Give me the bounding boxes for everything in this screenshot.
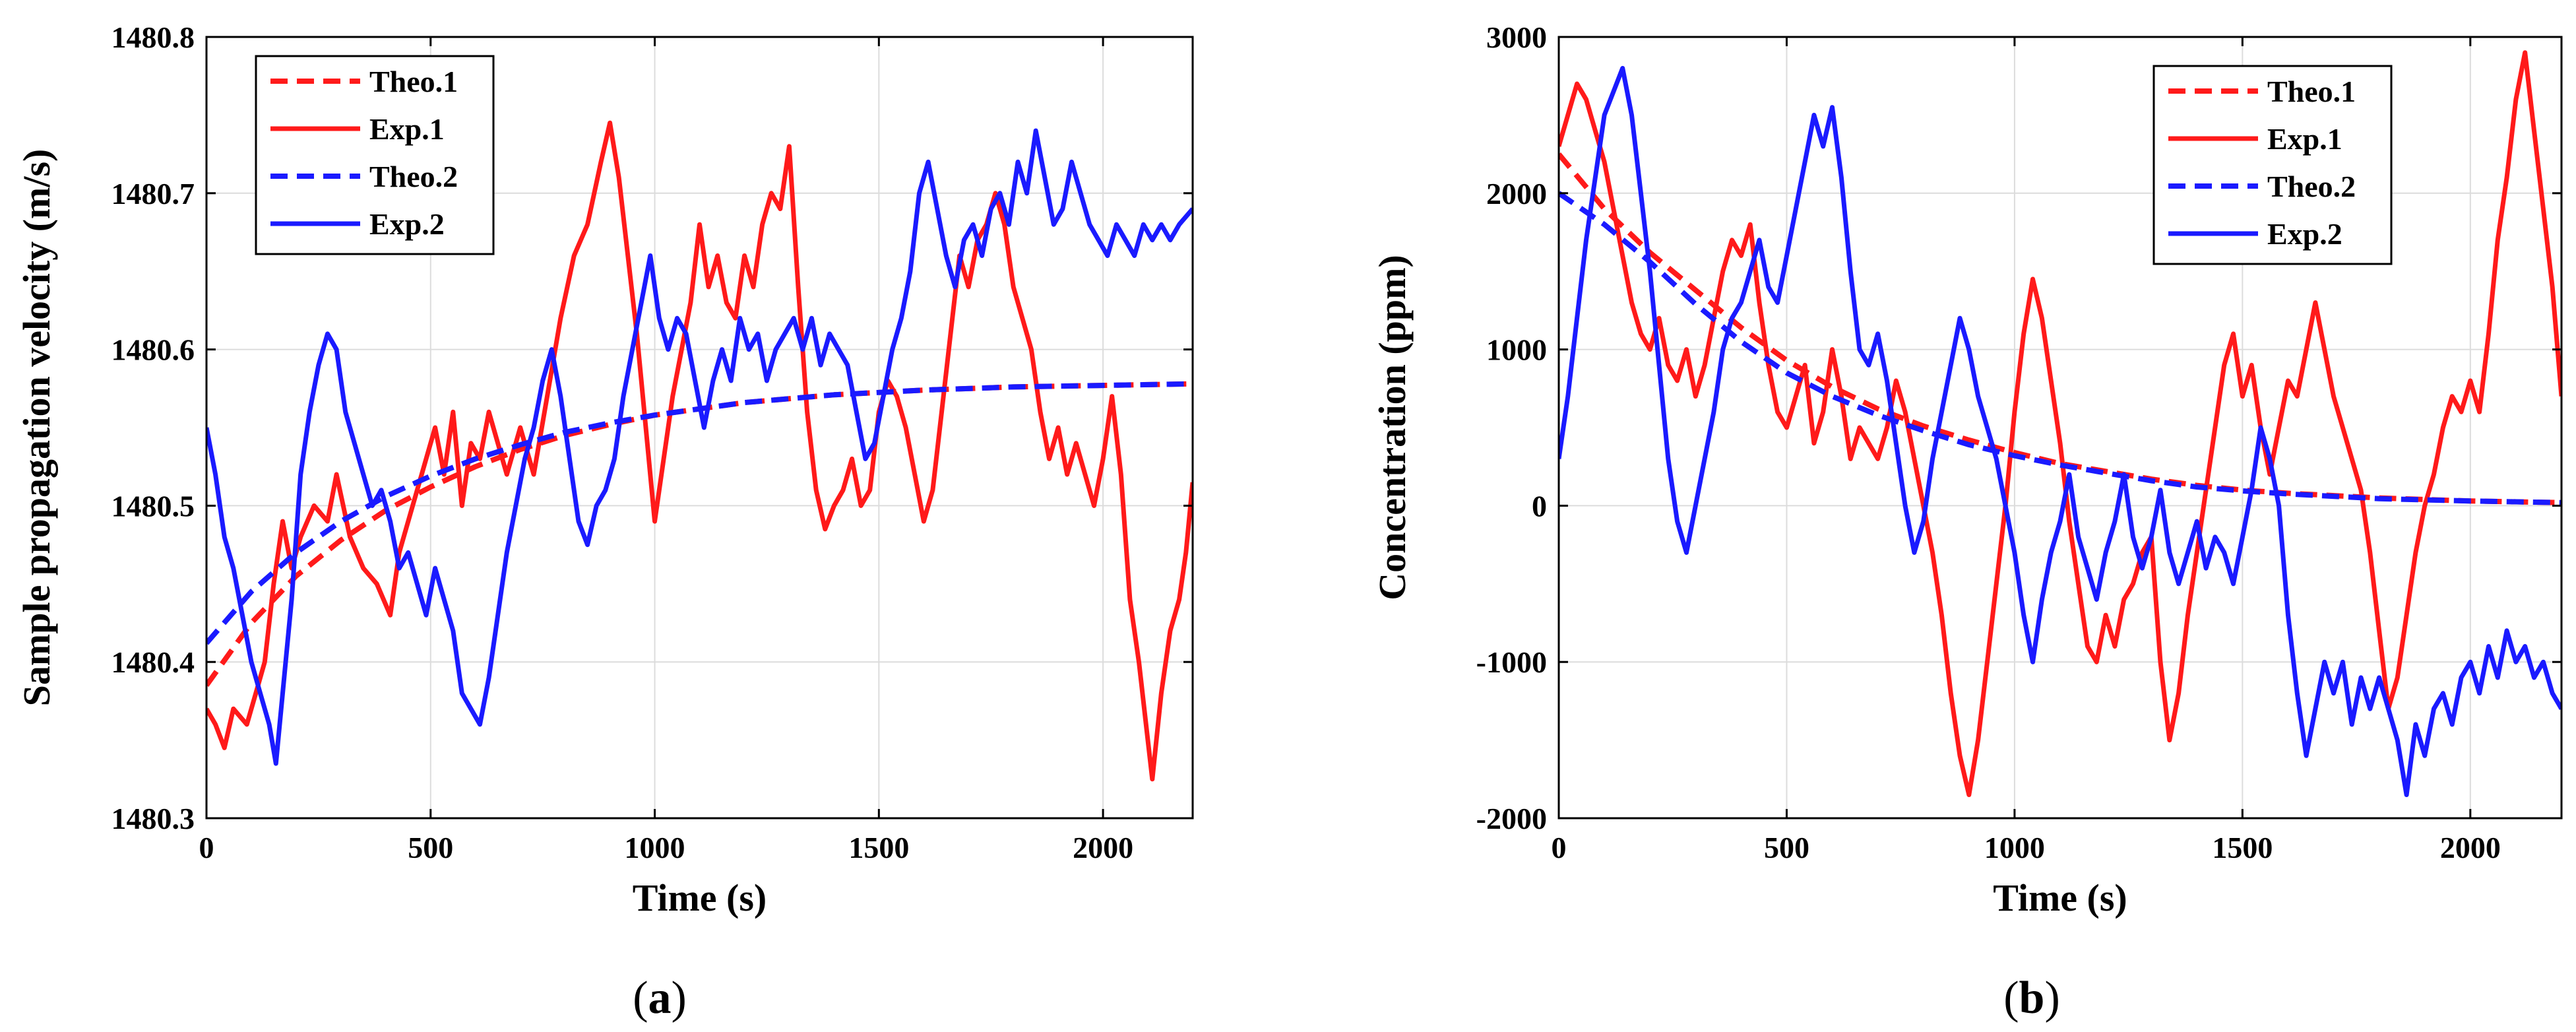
y-axis-label: Concentration (ppm) <box>1371 255 1414 600</box>
x-tick-label: 500 <box>408 831 453 864</box>
panel-caption: (a) <box>633 973 687 1023</box>
y-tick-label: 3000 <box>1486 20 1547 54</box>
x-tick-label: 0 <box>1552 831 1567 864</box>
legend-label: Theo.1 <box>2267 75 2356 108</box>
y-axis-label: Sample propagation velocity (m/s) <box>15 149 58 707</box>
caption-letter: b <box>2019 973 2045 1023</box>
y-tick-label: 1000 <box>1486 333 1547 367</box>
legend-box <box>255 55 495 255</box>
y-tick-label: -1000 <box>1476 645 1547 679</box>
legend-label: Theo.1 <box>369 65 458 98</box>
series-group <box>1559 50 2561 797</box>
legend-label: Exp.2 <box>369 207 445 241</box>
legend-label: Exp.1 <box>369 112 445 146</box>
y-tick-label: 1480.7 <box>111 177 195 210</box>
x-tick-label: 500 <box>1764 831 1809 864</box>
x-tick-label: 2000 <box>1073 831 1133 864</box>
caption-paren-close: ) <box>672 973 687 1023</box>
caption-paren-close: ) <box>2044 973 2059 1023</box>
y-tick-label: 1480.3 <box>111 802 195 835</box>
y-tick-label: 0 <box>1532 489 1547 523</box>
y-tick-label: 1480.6 <box>111 333 195 367</box>
series-group <box>206 120 1193 782</box>
plot-area-frame <box>205 36 1194 820</box>
legend: Theo.1 Exp.1 Theo.2 Exp.2 <box>255 55 495 255</box>
y-tick-label: 1480.5 <box>111 489 195 523</box>
chart-panel-2: 0 500 1000 1500 2000 -2000 -1000 0 1000 2000 3000 T… <box>1371 20 2563 1023</box>
x-tick-label: 1500 <box>2212 831 2273 864</box>
series-line-exp-1 <box>206 120 1193 782</box>
chart-panel-1: 0 500 1000 1500 2000 1480.3 1480.4 1480.5 1480.6… <box>15 20 1194 1023</box>
x-axis-label: Time (s) <box>633 876 767 919</box>
legend-label: Theo.2 <box>2267 170 2356 203</box>
legend-label: Theo.2 <box>369 160 458 193</box>
legend-box <box>2152 65 2393 265</box>
plot-area-frame <box>1557 36 2563 820</box>
legend-label: Exp.1 <box>2267 122 2342 156</box>
caption-paren-open: ( <box>633 973 648 1023</box>
x-tick-label: 1000 <box>1984 831 2045 864</box>
series-line-exp-1 <box>1559 50 2561 797</box>
caption-letter: a <box>648 973 672 1023</box>
series-line-exp-2 <box>1559 65 2561 797</box>
y-tick-label: -2000 <box>1476 802 1547 835</box>
y-tick-label: 2000 <box>1486 177 1547 210</box>
x-axis-label: Time (s) <box>1993 876 2127 919</box>
x-tick-label: 0 <box>199 831 214 864</box>
legend-label: Exp.2 <box>2267 217 2342 251</box>
legend: Theo.1 Exp.1 Theo.2 Exp.2 <box>2152 65 2393 265</box>
y-tick-label: 1480.8 <box>111 20 195 54</box>
caption-paren-open: ( <box>2003 973 2019 1023</box>
x-tick-label: 2000 <box>2440 831 2501 864</box>
series-line-theo-2 <box>206 381 1193 645</box>
panel-caption: (b) <box>2003 973 2060 1023</box>
x-tick-label: 1500 <box>848 831 909 864</box>
series-line-exp-2 <box>206 128 1193 766</box>
x-tick-label: 1000 <box>625 831 685 864</box>
y-tick-label: 1480.4 <box>111 645 195 679</box>
